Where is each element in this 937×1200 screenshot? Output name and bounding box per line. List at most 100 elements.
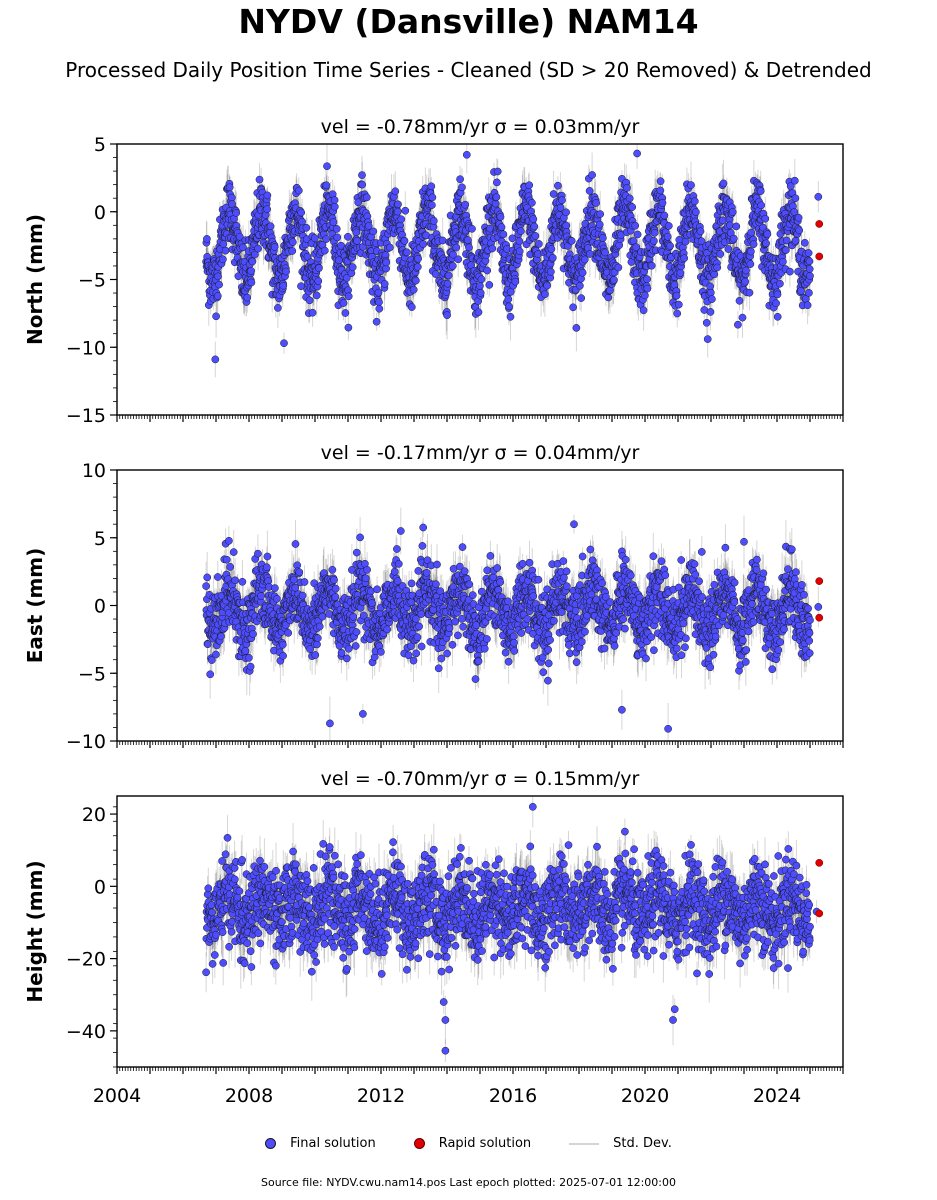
final-solution-point — [791, 236, 800, 245]
final-solution-point — [369, 227, 378, 236]
final-solution-point — [639, 306, 648, 315]
final-solution-point — [708, 295, 716, 303]
final-solution-point — [391, 187, 400, 196]
final-solution-point — [282, 267, 290, 276]
final-solution-point — [409, 285, 418, 294]
final-solution-point — [427, 182, 436, 191]
final-solution-point — [706, 288, 715, 297]
final-solution-point — [623, 184, 631, 192]
final-solution-point — [548, 253, 557, 262]
final-solution-point — [394, 200, 402, 209]
final-solution-point — [795, 226, 804, 235]
final-solution-point — [234, 272, 243, 281]
final-solution-point — [414, 254, 422, 263]
final-solution-point — [726, 221, 734, 230]
final-solution-point — [203, 235, 211, 243]
final-solution-point — [492, 193, 501, 201]
final-solution-point — [315, 264, 323, 272]
final-solution-point — [499, 230, 508, 239]
final-solution-point — [749, 240, 758, 249]
final-solution-point — [400, 236, 409, 245]
y-tick-label: 0 — [94, 202, 106, 224]
final-solution-point — [601, 248, 609, 257]
final-solution-point — [468, 224, 476, 233]
final-solution-point — [756, 187, 765, 195]
final-solution-point — [791, 194, 800, 203]
final-solution-point — [541, 290, 549, 299]
final-solution-point — [554, 181, 562, 190]
final-solution-point — [412, 276, 420, 285]
final-solution-point — [255, 175, 264, 184]
final-solution-point — [297, 282, 305, 291]
final-solution-point — [251, 250, 259, 259]
final-solution-point — [664, 222, 673, 230]
final-solution-point — [706, 308, 715, 316]
final-solution-point — [647, 261, 656, 270]
final-solution-point — [476, 282, 484, 290]
final-solution-point — [374, 288, 383, 297]
final-solution-point — [211, 355, 220, 364]
final-solution-point — [247, 278, 256, 287]
final-solution-point — [323, 162, 331, 171]
final-solution-point — [805, 257, 814, 266]
final-solution-point — [429, 217, 438, 225]
final-solution-point — [254, 244, 262, 253]
final-solution-point — [505, 302, 513, 311]
final-solution-point — [438, 236, 447, 245]
final-solution-point — [713, 263, 722, 272]
final-solution-point — [465, 243, 473, 252]
final-solution-point — [794, 213, 803, 222]
final-solution-point — [800, 238, 809, 247]
final-solution-point — [672, 291, 681, 300]
final-solution-point — [407, 303, 416, 311]
final-solution-point — [735, 296, 744, 305]
final-solution-point — [344, 323, 353, 332]
final-solution-point — [353, 237, 361, 245]
y-tick-label: −5 — [78, 270, 106, 292]
final-solution-point — [547, 245, 556, 253]
final-solution-point — [354, 198, 363, 207]
final-solution-point — [448, 262, 457, 270]
final-solution-point — [797, 287, 805, 295]
final-solution-point — [364, 222, 373, 230]
final-solution-point — [741, 277, 750, 286]
final-solution-point — [330, 202, 339, 211]
final-solution-point — [330, 196, 339, 204]
final-solution-point — [464, 236, 472, 244]
figure-subtitle: Processed Daily Position Time Series - C… — [65, 58, 872, 82]
final-solution-point — [332, 225, 341, 233]
final-solution-point — [219, 240, 228, 248]
final-solution-point — [375, 298, 383, 306]
plot-area — [202, 144, 824, 378]
final-solution-point — [243, 293, 252, 302]
final-solution-point — [302, 223, 311, 232]
final-solution-point — [580, 255, 589, 264]
final-solution-point — [747, 247, 755, 256]
final-solution-point — [716, 250, 725, 258]
final-solution-point — [288, 238, 297, 246]
final-solution-point — [604, 293, 613, 302]
y-axis-label: North (mm) — [23, 214, 47, 345]
final-solution-point — [592, 199, 600, 207]
final-solution-point — [477, 275, 486, 284]
final-solution-point — [643, 284, 652, 293]
final-solution-point — [344, 232, 352, 241]
final-solution-point — [219, 255, 227, 264]
final-solution-point — [702, 318, 711, 327]
final-solution-point — [247, 267, 255, 275]
final-solution-point — [386, 243, 394, 252]
final-solution-point — [516, 227, 525, 236]
final-solution-point — [506, 312, 515, 321]
final-solution-point — [431, 270, 440, 278]
final-solution-point — [515, 247, 524, 256]
final-solution-point — [413, 263, 422, 271]
time-series-figure: −15 −10 −5 0 5 vel = -0.78mm/yr σ = 0.03mm/yr… — [23, 116, 844, 1107]
final-solution-point — [746, 260, 755, 268]
final-solution-point — [322, 235, 331, 243]
final-solution-point — [454, 255, 463, 264]
final-solution-point — [358, 180, 367, 189]
final-solution-point — [294, 186, 303, 195]
final-solution-point — [428, 201, 436, 209]
final-solution-point — [782, 236, 791, 245]
